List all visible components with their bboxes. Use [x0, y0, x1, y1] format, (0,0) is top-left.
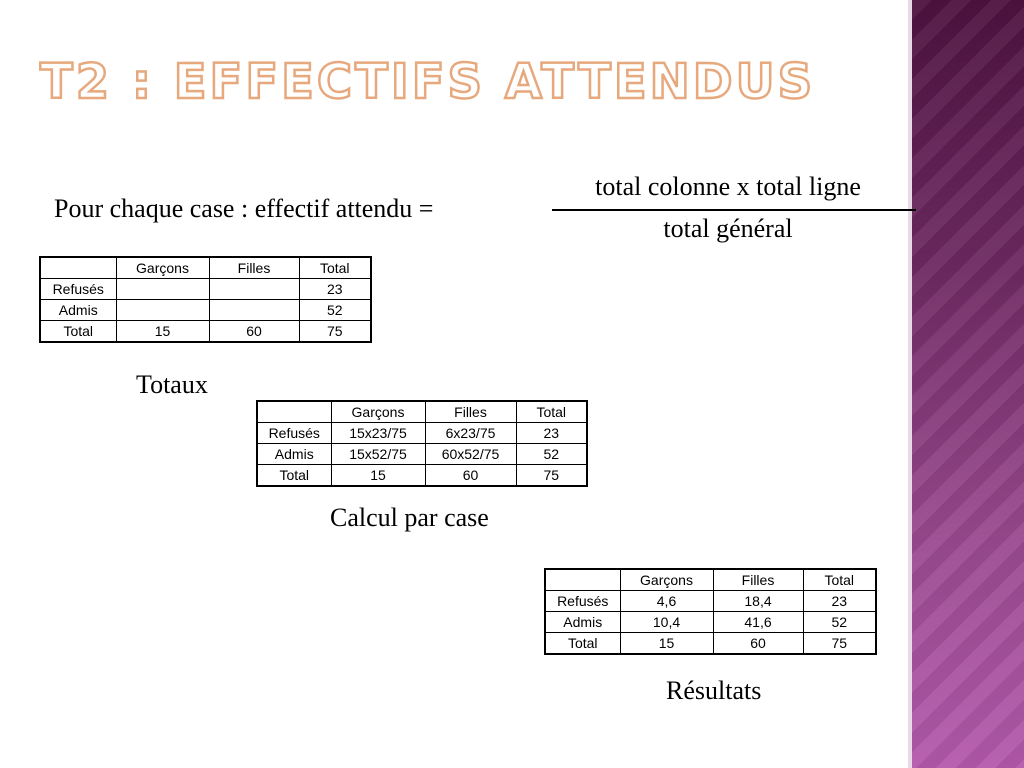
table-cell: Filles	[712, 568, 804, 591]
table-cell	[544, 568, 621, 591]
table-totaux: Garçons Filles Total Refusés 23 Admis 52…	[39, 256, 372, 343]
table-calcul-par-case: Garçons Filles Total Refusés 15x23/75 6x…	[256, 400, 588, 487]
caption-totaux: Totaux	[136, 370, 208, 399]
table-resultats: Garçons Filles Total Refusés 4,6 18,4 23…	[544, 568, 877, 655]
table-cell: 23	[298, 278, 372, 300]
table-cell: Total	[256, 464, 332, 487]
table-cell: 15	[330, 464, 426, 487]
table-cell: 23	[802, 590, 877, 612]
table-cell: 75	[802, 632, 877, 655]
table-cell: 6x23/75	[424, 422, 517, 444]
decorative-sidebar	[912, 0, 1024, 768]
table-row: Refusés 23	[39, 278, 372, 300]
caption-calcul-par-case: Calcul par case	[330, 503, 489, 532]
table-cell: 75	[298, 320, 372, 343]
sidebar-edge	[908, 0, 912, 768]
table-row: Refusés 15x23/75 6x23/75 23	[256, 422, 588, 444]
caption-resultats: Résultats	[666, 676, 762, 705]
table-cell: 23	[515, 422, 588, 444]
table-row: Total 15 60 75	[544, 632, 877, 655]
table-header-row: Garçons Filles Total	[544, 568, 877, 591]
table-cell: 18,4	[712, 590, 804, 612]
table-cell: Total	[39, 320, 117, 343]
slide-title: T2 : effectifs attendus	[39, 54, 816, 110]
table-cell: 15x23/75	[330, 422, 426, 444]
table-header-row: Garçons Filles Total	[256, 400, 588, 423]
table-cell: 60x52/75	[424, 443, 517, 465]
table-row: Admis 52	[39, 299, 372, 321]
table-row: Admis 15x52/75 60x52/75 52	[256, 443, 588, 465]
table-cell: 4,6	[619, 590, 714, 612]
table-cell: 15	[619, 632, 714, 655]
table-cell: 52	[802, 611, 877, 633]
table-cell: 15	[115, 320, 210, 343]
table-cell: Refusés	[544, 590, 621, 612]
table-cell: Admis	[39, 299, 117, 321]
table-cell: 75	[515, 464, 588, 487]
table-cell: 41,6	[712, 611, 804, 633]
table-cell: Refusés	[256, 422, 332, 444]
table-cell: 10,4	[619, 611, 714, 633]
table-cell: Garçons	[619, 568, 714, 591]
table-cell: Total	[298, 256, 372, 279]
table-cell: 52	[515, 443, 588, 465]
table-row: Total 15 60 75	[39, 320, 372, 343]
table-row: Admis 10,4 41,6 52	[544, 611, 877, 633]
table-cell	[39, 256, 117, 279]
formula-lead: Pour chaque case : effectif attendu =	[54, 194, 434, 223]
table-cell: Total	[802, 568, 877, 591]
fraction-bar	[552, 209, 916, 211]
table-cell: Garçons	[330, 400, 426, 423]
table-cell	[208, 299, 300, 321]
table-cell: 60	[712, 632, 804, 655]
table-cell: Admis	[256, 443, 332, 465]
table-cell: Filles	[208, 256, 300, 279]
table-cell	[115, 299, 210, 321]
table-cell: Filles	[424, 400, 517, 423]
table-cell: Admis	[544, 611, 621, 633]
table-cell: Total	[515, 400, 588, 423]
table-cell	[115, 278, 210, 300]
formula-numerator: total colonne x total ligne	[595, 172, 861, 201]
formula-denominator: total général	[663, 214, 793, 243]
table-row: Refusés 4,6 18,4 23	[544, 590, 877, 612]
table-cell: 15x52/75	[330, 443, 426, 465]
table-cell: 52	[298, 299, 372, 321]
table-cell: 60	[424, 464, 517, 487]
table-cell	[256, 400, 332, 423]
table-cell: Refusés	[39, 278, 117, 300]
table-cell: Garçons	[115, 256, 210, 279]
table-cell: Total	[544, 632, 621, 655]
table-cell	[208, 278, 300, 300]
table-cell: 60	[208, 320, 300, 343]
table-row: Total 15 60 75	[256, 464, 588, 487]
table-header-row: Garçons Filles Total	[39, 256, 372, 279]
